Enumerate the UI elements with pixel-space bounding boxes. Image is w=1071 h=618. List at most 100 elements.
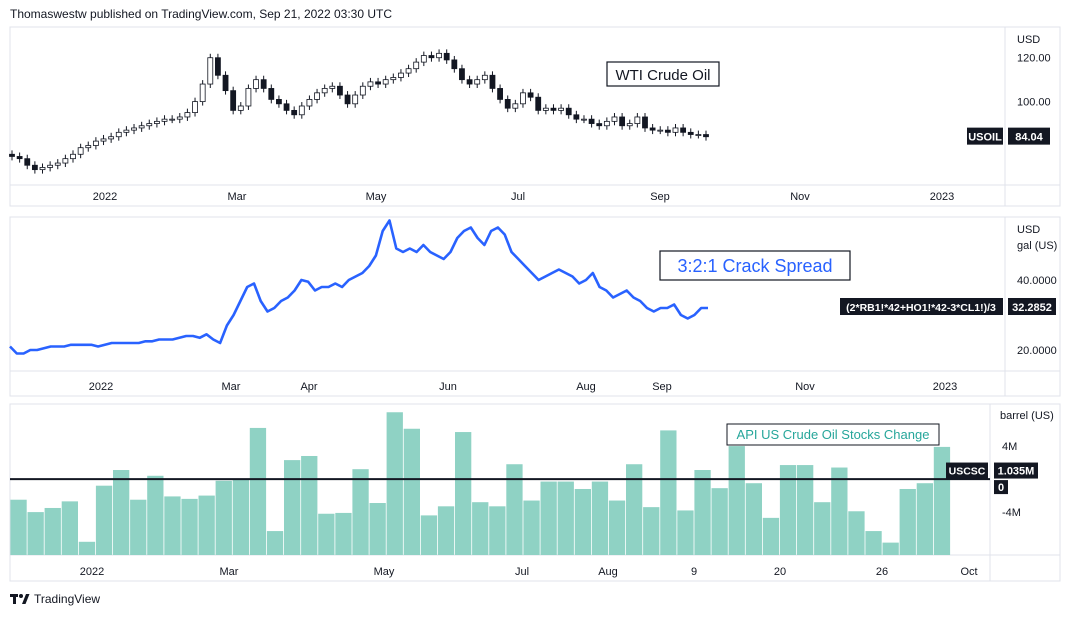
- candle-body: [47, 164, 54, 168]
- x-tick-label: Jul: [515, 566, 529, 578]
- candle-body: [192, 101, 198, 113]
- y-tick-label: 20.0000: [1017, 345, 1057, 357]
- candle-body: [436, 52, 442, 59]
- candle-body: [154, 120, 160, 124]
- candle-body: [199, 83, 206, 103]
- bar: [249, 427, 267, 555]
- candle-body: [703, 134, 709, 138]
- candle-body: [237, 105, 244, 111]
- x-tick-label: 20: [774, 566, 786, 578]
- bars: [10, 412, 951, 555]
- crack-spread-line: [9, 219, 708, 355]
- symbol-tag-text: (2*RB1!*42+HO1!*42-3*CL1!)/3: [846, 302, 996, 314]
- candle-body: [253, 79, 259, 89]
- bar: [745, 483, 762, 555]
- candle-body: [283, 103, 290, 111]
- bar: [591, 481, 609, 555]
- bar: [266, 531, 284, 555]
- y-tick-label: 120.00: [1017, 53, 1051, 65]
- candle-body: [649, 127, 656, 131]
- candle-body: [382, 79, 389, 85]
- candle-body: [222, 74, 229, 92]
- candle-body: [550, 107, 557, 111]
- candle-body: [306, 99, 313, 107]
- x-tick-label: Aug: [598, 566, 618, 578]
- candle-body: [413, 61, 420, 70]
- x-tick-label: Nov: [795, 381, 815, 393]
- x-tick-label: May: [366, 191, 387, 203]
- title-frame: [606, 61, 720, 87]
- candle-body: [695, 134, 702, 136]
- candle-body: [24, 158, 31, 166]
- x-tick-label: 9: [691, 566, 697, 578]
- panel-2: 2022 Mar Apr Jun Aug Sep Nov 2023 40.0000 20.0000…: [9, 216, 1061, 397]
- bar: [215, 480, 232, 555]
- bar: [198, 495, 215, 555]
- candle-body: [634, 116, 641, 124]
- bar: [762, 517, 780, 555]
- candle-body: [100, 138, 107, 142]
- candle-body: [337, 85, 343, 96]
- candle-body: [9, 153, 15, 157]
- bar: [797, 465, 814, 555]
- unit-label-2: gal (US): [1017, 240, 1057, 252]
- candle-body: [474, 79, 481, 85]
- candle-body: [680, 127, 687, 133]
- candle-body: [390, 77, 397, 81]
- bar: [369, 503, 386, 555]
- panel-3: 2022 Mar May Jul Aug 9 20 26 Oct 4M -4M barrel (US)…: [9, 403, 1061, 582]
- bar: [899, 488, 916, 555]
- candle-body: [626, 123, 633, 127]
- y-tick-label: 100.00: [1017, 97, 1051, 109]
- x-tick-label: Sep: [652, 381, 672, 393]
- bar: [284, 460, 301, 555]
- candle-body: [603, 120, 610, 127]
- candle-body: [291, 109, 298, 116]
- bar: [779, 465, 797, 555]
- candle-body: [16, 156, 23, 160]
- candle-body: [245, 88, 252, 107]
- x-tick-label: 2022: [93, 191, 117, 203]
- bar: [643, 507, 660, 555]
- candle-body: [298, 105, 305, 116]
- bar: [728, 446, 745, 555]
- bar: [301, 455, 318, 555]
- candle-body: [352, 94, 359, 105]
- candle-body: [596, 123, 603, 127]
- candle-body: [344, 94, 351, 105]
- x-tick-label: 26: [876, 566, 888, 578]
- bar: [318, 513, 335, 555]
- bar: [232, 479, 249, 555]
- x-tick-label: Jun: [439, 381, 457, 393]
- bar: [113, 470, 130, 555]
- panel-1: 2022 Mar May Jul Sep Nov 2023 120.00 100.00 USD WT…: [9, 26, 1061, 207]
- bar: [574, 488, 591, 555]
- candle-body: [619, 116, 626, 127]
- symbol-tag-text: USCSC: [949, 466, 986, 478]
- x-tick-label: Mar: [220, 566, 239, 578]
- candle-body: [512, 103, 519, 109]
- bar: [95, 485, 113, 555]
- tradingview-footer: TradingView: [10, 592, 100, 606]
- candle-body: [573, 114, 580, 120]
- x-tick-label: 2023: [930, 191, 954, 203]
- bar: [506, 464, 523, 555]
- x-tick-label: Oct: [960, 566, 977, 578]
- x-tick-label: Mar: [222, 381, 241, 393]
- symbol-tag-text: USOIL: [968, 132, 1002, 144]
- candle-body: [420, 55, 427, 63]
- x-tick-label: Jul: [511, 191, 525, 203]
- crack-title-box: 3:2:1 Crack Spread: [659, 250, 851, 281]
- candle-body: [565, 107, 572, 116]
- bar: [660, 430, 677, 555]
- bar: [626, 464, 643, 555]
- candle-body: [108, 136, 115, 140]
- y-tick-label: -4M: [1002, 507, 1021, 519]
- y-tick-label: 40.0000: [1017, 275, 1057, 287]
- last-value-text: 84.04: [1015, 132, 1043, 144]
- candle-body: [428, 55, 435, 59]
- bar: [472, 502, 489, 555]
- bar: [335, 512, 352, 555]
- publisher-header: Thomaswestw published on TradingView.com…: [10, 7, 392, 21]
